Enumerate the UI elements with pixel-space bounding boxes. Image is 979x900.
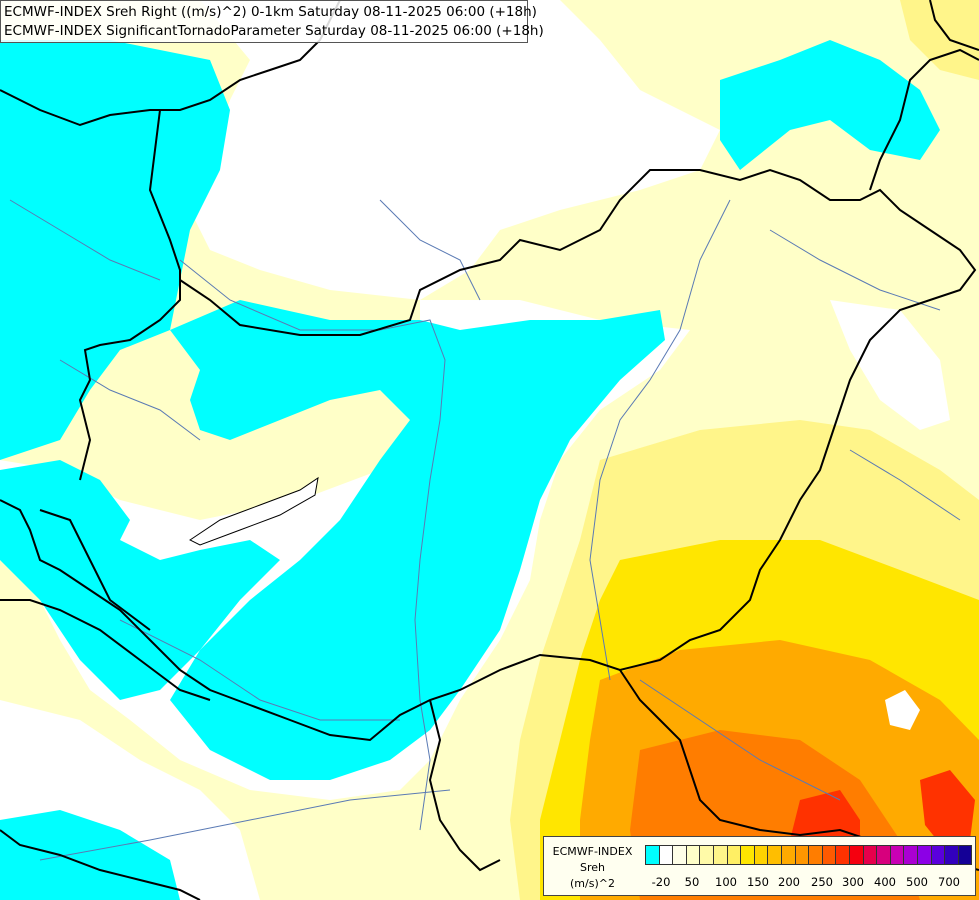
legend-swatch <box>903 845 918 865</box>
legend-tick-label: 100 <box>715 875 737 889</box>
field-cyan-center <box>170 300 665 780</box>
legend-tick-label: 500 <box>906 875 928 889</box>
title-line-2: ECMWF-INDEX SignificantTornadoParameter … <box>4 23 544 39</box>
legend-swatch <box>713 845 728 865</box>
legend-swatch <box>957 845 973 865</box>
legend-swatch <box>726 845 742 865</box>
legend-tick-label: 700 <box>938 875 960 889</box>
lake-balaton <box>189 476 319 546</box>
field-cyan-southwest <box>0 810 180 900</box>
legend-swatch <box>781 845 796 865</box>
river-tisza <box>589 199 731 681</box>
legend-swatch <box>808 845 823 865</box>
field-red-hotspot-2 <box>920 770 975 850</box>
border-north <box>0 0 341 127</box>
river-north <box>379 199 481 301</box>
legend: ECMWF-INDEX Sreh (m/s)^2 -20 50 100 150 200 2… <box>543 836 976 896</box>
legend-tick-label: 200 <box>778 875 800 889</box>
legend-swatch <box>740 845 755 865</box>
river-northeast <box>769 229 941 311</box>
legend-tick-label: 50 <box>684 875 700 889</box>
legend-swatch <box>876 845 891 865</box>
field-cyan-northeast <box>720 40 940 170</box>
legend-swatch <box>849 845 864 865</box>
legend-swatch <box>699 845 714 865</box>
legend-swatch <box>917 845 932 865</box>
border-southwest <box>0 829 201 900</box>
legend-swatch <box>835 845 850 865</box>
border-austria <box>39 509 151 631</box>
river-northwest <box>9 199 161 281</box>
field-neutral-north <box>190 0 720 300</box>
field-neutral-east <box>830 300 950 430</box>
legend-tick-label: 300 <box>842 875 864 889</box>
river-drava <box>119 619 400 721</box>
legend-swatch <box>944 845 959 865</box>
legend-tick-label: 150 <box>747 875 769 889</box>
field-medium-northeast <box>900 0 979 80</box>
legend-swatch <box>685 845 701 865</box>
rivers <box>9 199 961 861</box>
field-cyan-northwest <box>0 40 230 460</box>
legend-swatch <box>862 845 878 865</box>
legend-title: ECMWF-INDEX <box>552 845 633 858</box>
legend-swatch <box>794 845 810 865</box>
legend-tick-label: 250 <box>811 875 833 889</box>
river-danube <box>179 259 446 831</box>
river-west <box>59 359 201 441</box>
border-croatia <box>0 599 211 701</box>
river-southeast <box>639 679 841 801</box>
river-sava <box>39 789 451 861</box>
border-slovakia-west <box>78 109 181 481</box>
river-east <box>849 449 961 521</box>
legend-swatch <box>645 845 660 865</box>
legend-variable: Sreh <box>579 861 605 874</box>
border-hungary <box>0 168 977 742</box>
legend-swatch <box>930 845 946 865</box>
legend-swatch <box>672 845 687 865</box>
legend-tick-label: 400 <box>874 875 896 889</box>
border-east <box>929 0 979 51</box>
field-white-spot <box>885 690 920 730</box>
legend-tick-label: -20 <box>651 875 671 889</box>
legend-swatch <box>658 845 674 865</box>
border-ukraine <box>869 48 979 191</box>
legend-swatch <box>767 845 782 865</box>
border-serbia <box>428 699 501 872</box>
legend-swatch <box>753 845 769 865</box>
legend-swatch <box>889 845 905 865</box>
title-box: ECMWF-INDEX Sreh Right ((m/s)^2) 0-1km S… <box>0 0 544 43</box>
legend-swatch <box>821 845 837 865</box>
legend-unit: (m/s)^2 <box>570 877 615 890</box>
title-line-1: ECMWF-INDEX Sreh Right ((m/s)^2) 0-1km S… <box>4 4 537 20</box>
